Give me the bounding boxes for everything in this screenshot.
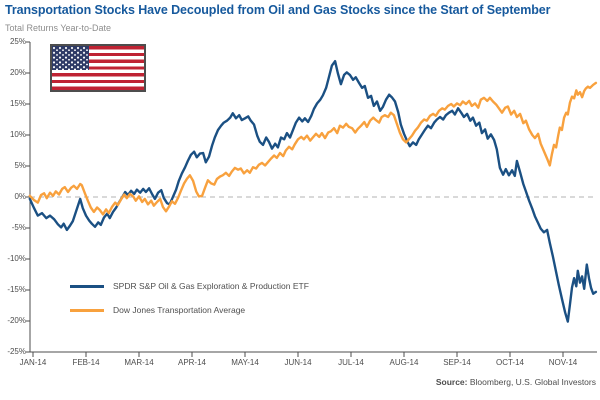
source-note: Source: Bloomberg, U.S. Global Investors bbox=[436, 377, 596, 387]
legend-swatch-transportation bbox=[70, 308, 104, 312]
us-flag-canton bbox=[52, 46, 89, 70]
x-tick-label: APR-14 bbox=[177, 358, 206, 367]
y-tick-label: 10% bbox=[9, 130, 26, 139]
x-tick-label: JAN-14 bbox=[19, 358, 47, 367]
y-tick-label: 25% bbox=[9, 37, 26, 46]
y-tick-label: 0% bbox=[14, 192, 26, 201]
x-tick-label: FEB-14 bbox=[72, 358, 100, 367]
us-flag-icon bbox=[50, 44, 146, 92]
page-subtitle: Total Returns Year-to-Date bbox=[5, 23, 112, 33]
legend: SPDR S&P Oil & Gas Exploration & Product… bbox=[70, 279, 309, 327]
legend-label-transportation: Dow Jones Transportation Average bbox=[113, 305, 246, 315]
x-tick-label: NOV-14 bbox=[548, 358, 578, 367]
y-tick-label: -25% bbox=[7, 347, 26, 356]
page-title: Transportation Stocks Have Decoupled fro… bbox=[5, 3, 551, 17]
y-tick-label: -15% bbox=[7, 285, 26, 294]
source-text: Bloomberg, U.S. Global Investors bbox=[467, 377, 596, 387]
series-line-oil-gas-etf bbox=[28, 60, 598, 323]
y-tick-label: 15% bbox=[9, 99, 26, 108]
x-tick-label: JUL-14 bbox=[338, 358, 364, 367]
source-label: Source: bbox=[435, 377, 468, 387]
y-tick-label: -5% bbox=[11, 223, 26, 232]
x-tick-label: JUN-14 bbox=[284, 358, 312, 367]
y-tick-label: -10% bbox=[7, 254, 26, 263]
series-line-transportation-avg bbox=[28, 81, 598, 216]
x-tick-label: AUG-14 bbox=[389, 358, 419, 367]
x-tick-label: MAY-14 bbox=[231, 358, 259, 367]
x-tick-label: MAR-14 bbox=[124, 358, 154, 367]
legend-item-transportation: Dow Jones Transportation Average bbox=[70, 303, 309, 317]
legend-label-oil-gas: SPDR S&P Oil & Gas Exploration & Product… bbox=[113, 281, 309, 291]
y-tick-label: 5% bbox=[14, 161, 26, 170]
x-tick-label: SEP-14 bbox=[443, 358, 471, 367]
y-tick-label: -20% bbox=[7, 316, 26, 325]
legend-item-oil-gas-etf: SPDR S&P Oil & Gas Exploration & Product… bbox=[70, 279, 309, 293]
legend-swatch-oil-gas bbox=[70, 284, 104, 288]
y-tick-label: 20% bbox=[9, 68, 26, 77]
x-tick-label: OCT-14 bbox=[495, 358, 524, 367]
